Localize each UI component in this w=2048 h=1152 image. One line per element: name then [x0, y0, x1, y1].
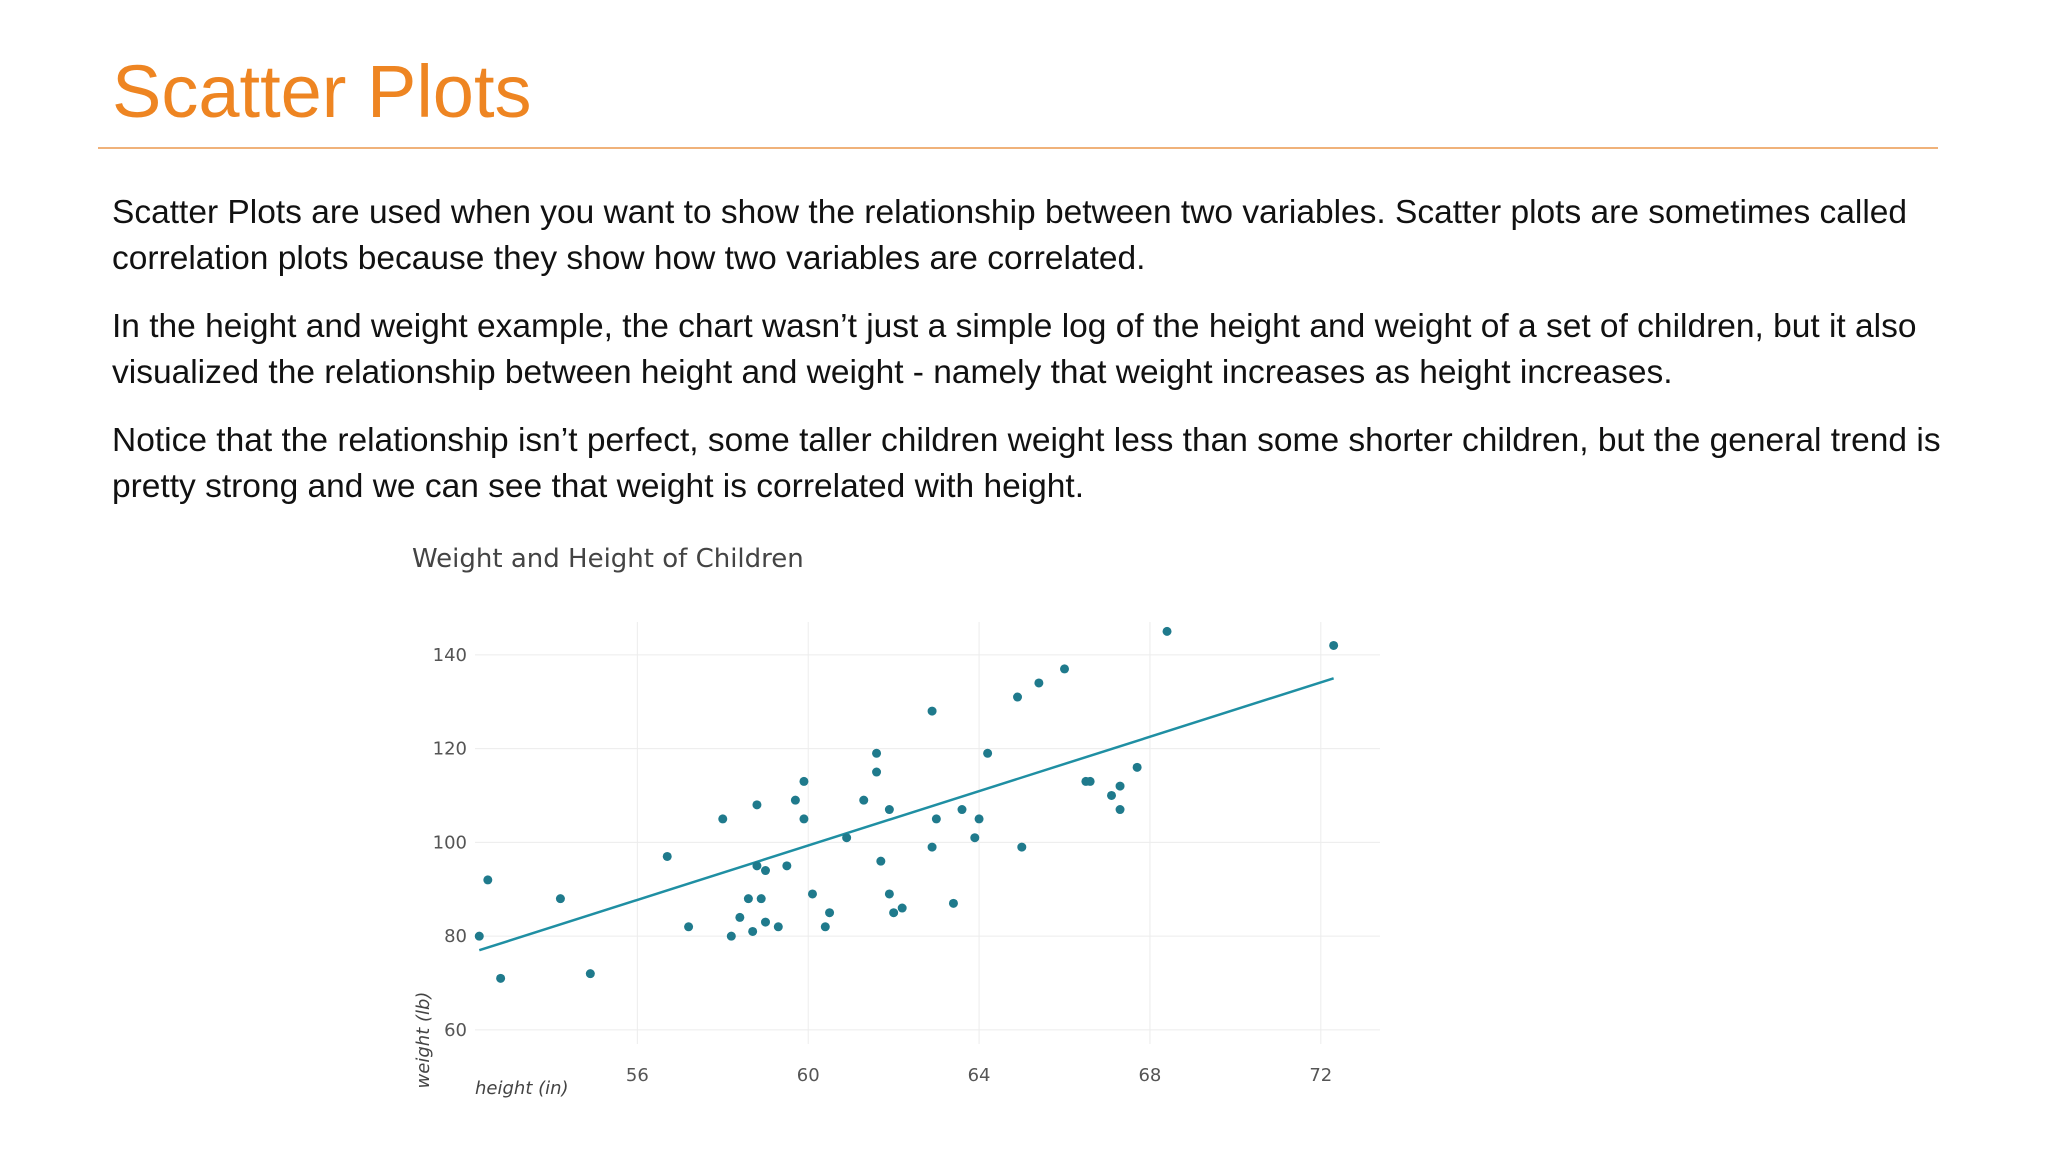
scatter-point	[872, 767, 882, 777]
scatter-point	[957, 805, 967, 815]
scatter-point	[1132, 762, 1142, 772]
scatter-point	[927, 842, 937, 852]
scatter-point	[1107, 790, 1117, 800]
scatter-point	[889, 908, 899, 918]
scatter-point	[799, 776, 809, 786]
scatter-point	[1162, 626, 1172, 636]
scatter-point	[1034, 678, 1044, 688]
y-tick-label: 120	[433, 739, 467, 760]
scatter-point	[496, 973, 506, 983]
scatter-point	[1017, 842, 1027, 852]
scatter-point	[1115, 781, 1125, 791]
scatter-point	[884, 889, 894, 899]
scatter-point	[735, 912, 745, 922]
scatter-point	[790, 795, 800, 805]
scatter-point	[752, 861, 762, 871]
scatter-point	[718, 814, 728, 824]
scatter-chart: Weight and Height of Children 56 60 64 68 72…	[400, 530, 1645, 1145]
slide-title: Scatter Plots	[112, 50, 532, 133]
scatter-point	[1013, 692, 1023, 702]
scatter-point	[782, 861, 792, 871]
y-tick-label: 60	[444, 1020, 467, 1041]
scatter-point	[927, 706, 937, 716]
y-tick-label: 100	[433, 832, 467, 853]
trend-line	[478, 677, 1335, 952]
y-axis-label: weight (lb)	[413, 992, 434, 1089]
x-axis-label: height (in)	[475, 1078, 569, 1099]
paragraph-trend: Notice that the relationship isn’t perfe…	[112, 422, 1941, 505]
scatter-point	[1115, 805, 1125, 815]
scatter-point	[760, 866, 770, 876]
grid-layer	[475, 622, 1380, 1044]
x-tick-label: 56	[626, 1065, 649, 1086]
x-tick-label: 64	[968, 1065, 991, 1086]
paragraph-intro: Scatter Plots are used when you want to …	[112, 194, 1908, 277]
scatter-point	[756, 894, 766, 904]
scatter-point	[474, 931, 484, 941]
scatter-point	[825, 908, 835, 918]
scatter-point	[799, 814, 809, 824]
scatter-point	[773, 922, 783, 932]
scatter-point	[872, 748, 882, 758]
y-tick-label: 140	[433, 645, 467, 666]
x-tick-label: 72	[1309, 1065, 1332, 1086]
x-tick-label: 68	[1138, 1065, 1161, 1086]
scatter-chart-svg: Weight and Height of Children 56 60 64 68 72…	[412, 544, 1380, 1099]
scatter-point	[884, 805, 894, 815]
scatter-point	[662, 851, 672, 861]
scatter-point	[876, 856, 886, 866]
scatter-point	[483, 875, 493, 885]
y-tick-label: 80	[444, 926, 467, 947]
tick-labels: 56 60 64 68 72 60 80 100 120 140	[433, 645, 1333, 1086]
scatter-point	[807, 889, 817, 899]
scatter-point	[555, 894, 565, 904]
scatter-point	[743, 894, 753, 904]
scatter-point	[970, 833, 980, 843]
scatter-point	[1329, 640, 1339, 650]
scatter-point	[897, 903, 907, 913]
scatter-point	[726, 931, 736, 941]
scatter-point	[820, 922, 830, 932]
scatter-point	[974, 814, 984, 824]
scatter-point	[684, 922, 694, 932]
scatter-point	[1085, 776, 1095, 786]
scatter-point	[748, 926, 758, 936]
x-tick-label: 60	[797, 1065, 820, 1086]
scatter-point	[752, 800, 762, 810]
data-points	[474, 626, 1339, 983]
title-divider	[98, 147, 1938, 149]
scatter-point	[760, 917, 770, 927]
trendline-layer	[478, 677, 1335, 952]
scatter-point	[931, 814, 941, 824]
chart-title: Weight and Height of Children	[412, 544, 804, 574]
scatter-point	[1060, 664, 1070, 674]
scatter-point	[842, 833, 852, 843]
paragraph-example: In the height and weight example, the ch…	[112, 308, 1917, 391]
scatter-point	[859, 795, 869, 805]
scatter-point	[585, 969, 595, 979]
slide-body: Scatter Plots are used when you want to …	[112, 190, 1952, 532]
scatter-point	[948, 898, 958, 908]
scatter-point	[983, 748, 993, 758]
